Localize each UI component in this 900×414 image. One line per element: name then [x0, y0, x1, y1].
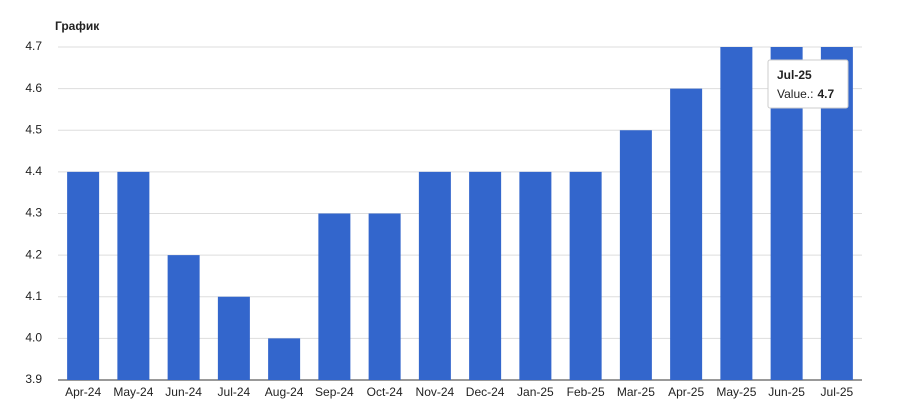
bar [519, 171, 552, 380]
tooltip-body: Value.: 4.7 [777, 87, 834, 101]
x-tick-label: Dec-24 [466, 385, 505, 399]
bar [670, 88, 703, 380]
bar [318, 213, 351, 380]
x-tick-label: May-24 [113, 385, 153, 399]
x-tick-label: Jan-25 [517, 385, 554, 399]
bar [268, 338, 301, 380]
y-tick-label: 4.3 [25, 206, 42, 220]
x-tick-label: Nov-24 [416, 385, 455, 399]
y-tick-label: 3.9 [25, 372, 42, 386]
y-tick-label: 4.7 [25, 39, 42, 53]
chart-title: График [55, 19, 100, 33]
tooltip-box [767, 59, 849, 109]
bar [167, 255, 200, 380]
x-tick-label: May-25 [716, 385, 756, 399]
x-tick-label: Mar-25 [617, 385, 655, 399]
y-tick-label: 4.1 [25, 289, 42, 303]
tooltip: Jul-25 Value.: 4.7 [767, 59, 849, 109]
bar [217, 296, 250, 380]
tooltip-label: Value.: [777, 87, 813, 101]
bar [67, 171, 100, 380]
x-tick-label: Jul-24 [218, 385, 251, 399]
bar [619, 130, 652, 380]
y-tick-label: 4.6 [25, 81, 42, 95]
y-tick-label: 4.4 [25, 164, 42, 178]
bar [720, 47, 753, 380]
bar [117, 171, 150, 380]
tooltip-value: 4.7 [817, 87, 834, 101]
bar [469, 171, 502, 380]
x-tick-label: Apr-25 [668, 385, 704, 399]
y-tick-label: 4.5 [25, 122, 42, 136]
x-tick-label: Jun-24 [165, 385, 202, 399]
bar [368, 213, 401, 380]
x-tick-label: Jun-25 [768, 385, 805, 399]
bar [418, 171, 451, 380]
x-tick-label: Apr-24 [65, 385, 101, 399]
tooltip-title: Jul-25 [777, 68, 812, 82]
x-tick-label: Aug-24 [265, 385, 304, 399]
y-tick-label: 4.2 [25, 247, 42, 261]
bar [569, 171, 602, 380]
x-tick-label: Sep-24 [315, 385, 354, 399]
x-tick-label: Feb-25 [567, 385, 605, 399]
y-tick-label: 4.0 [25, 331, 42, 345]
x-tick-label: Jul-25 [821, 385, 854, 399]
x-tick-label: Oct-24 [367, 385, 403, 399]
